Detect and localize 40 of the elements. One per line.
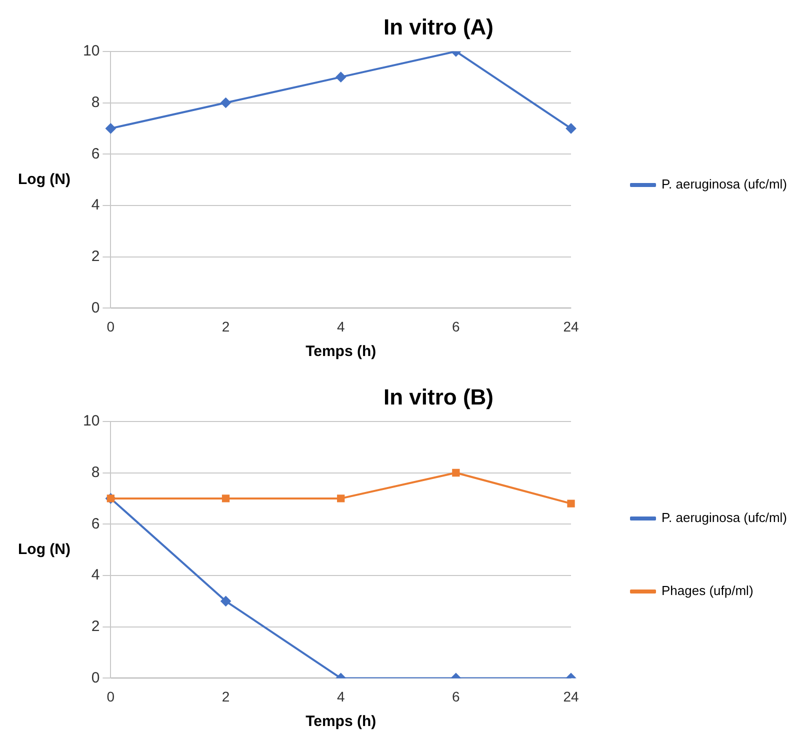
point — [337, 494, 345, 502]
y-tick-label: 4 — [91, 566, 100, 584]
y-tick-label: 10 — [82, 412, 100, 430]
x-tick-label: 2 — [222, 688, 230, 704]
y-tick-label: 2 — [91, 618, 100, 635]
x-tick-label: 2 — [222, 318, 230, 334]
x-tick-label: 6 — [452, 318, 460, 334]
x-axis-title: Temps (h) — [306, 343, 376, 360]
y-tick-label: 10 — [82, 42, 100, 60]
y-tick-label: 4 — [91, 196, 100, 214]
point — [566, 123, 576, 134]
x-tick-label: 24 — [563, 688, 580, 704]
point — [220, 596, 231, 606]
y-tick-label: 0 — [91, 669, 100, 686]
chart-title: In vitro (B) — [384, 384, 494, 410]
y-tick-label: 2 — [91, 248, 100, 265]
point — [452, 468, 460, 477]
chart-title: In vitro (A) — [384, 14, 494, 40]
point — [336, 72, 346, 82]
y-tick-label: 6 — [91, 515, 100, 532]
y-tick-label: 8 — [91, 464, 100, 481]
point — [220, 98, 231, 108]
y-tick-label: 6 — [91, 145, 100, 162]
x-tick-label: 0 — [106, 688, 115, 704]
point — [567, 500, 575, 508]
x-tick-label: 0 — [106, 318, 115, 334]
y-axis-title: Log (N) — [18, 170, 70, 188]
legend-label: P. aeruginosa (ufc/ml) — [662, 510, 788, 526]
legend-label: P. aeruginosa (ufc/ml) — [662, 176, 788, 192]
x-tick-label: 4 — [336, 318, 345, 334]
point — [106, 123, 116, 134]
point — [222, 494, 230, 502]
legend-label: Phages (ufp/ml) — [662, 583, 754, 598]
x-tick-label: 6 — [452, 688, 460, 704]
x-tick-label: 4 — [336, 688, 345, 704]
y-tick-label: 0 — [91, 299, 100, 316]
y-axis-title: Log (N) — [18, 540, 70, 558]
x-axis-title: Temps (h) — [306, 713, 376, 730]
x-tick-label: 24 — [563, 318, 580, 334]
y-tick-label: 8 — [91, 94, 100, 111]
